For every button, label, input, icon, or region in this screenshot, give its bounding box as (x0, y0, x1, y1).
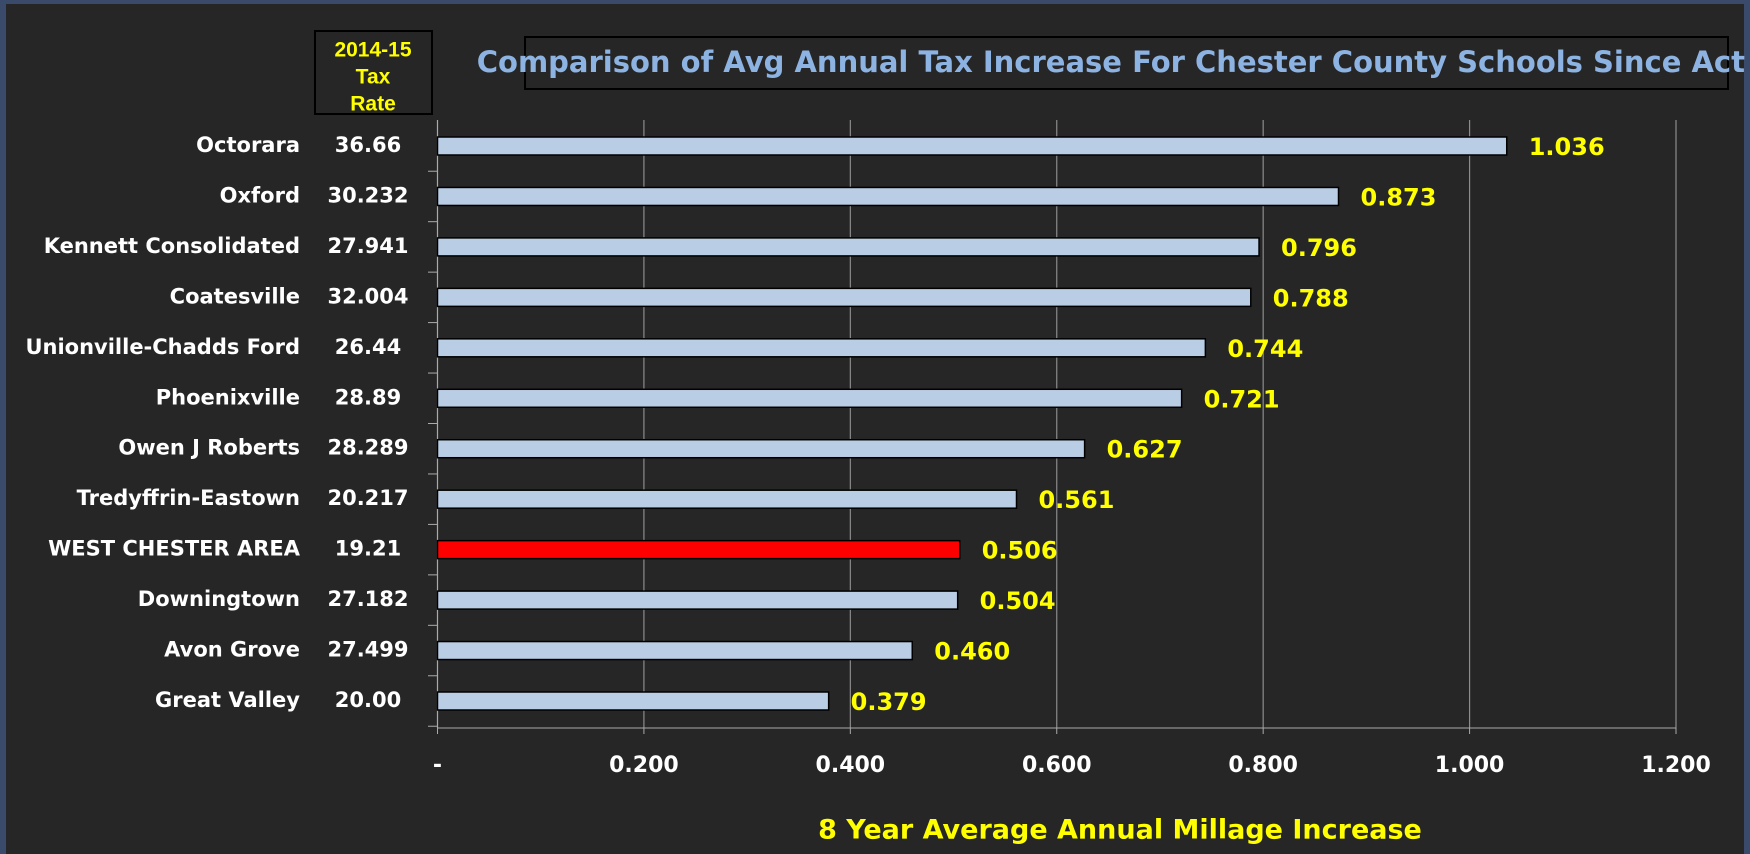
bar (436, 539, 961, 560)
background (6, 4, 1744, 854)
category-label: Avon Grove (164, 638, 300, 662)
bar (436, 186, 1340, 207)
value-label: 1.036 (1529, 133, 1605, 161)
tax-rate: 30.232 (327, 183, 408, 207)
value-label: 0.506 (982, 537, 1058, 565)
tax-rate: 20.217 (327, 486, 408, 510)
category-label: Great Valley (155, 688, 300, 712)
category-label: Owen J Roberts (118, 436, 300, 460)
x-tick-label: 0.200 (609, 753, 679, 778)
tax-rate: 27.499 (327, 638, 408, 662)
bar (436, 287, 1252, 308)
x-tick-label: 1.200 (1641, 753, 1711, 778)
x-tick-label: 0.400 (816, 753, 886, 778)
x-tick-label: 1.000 (1435, 753, 1505, 778)
x-axis-title: 8 Year Average Annual Millage Increase (818, 815, 1422, 846)
value-label: 0.561 (1038, 486, 1114, 514)
category-label: Unionville-Chadds Ford (25, 335, 300, 359)
tax-rate: 36.66 (335, 133, 401, 157)
x-tick-label: 0.800 (1228, 753, 1298, 778)
chart-title: Comparison of Avg Annual Tax Increase Fo… (477, 45, 1750, 79)
bar (436, 489, 1018, 509)
tax-rate: 26.44 (335, 335, 401, 359)
header-box (314, 30, 433, 115)
tax-rate: 28.289 (327, 436, 408, 460)
category-label: Octorara (196, 133, 300, 157)
value-label: 0.504 (980, 587, 1056, 615)
bar (436, 136, 1508, 156)
tax-rate-header: Tax (356, 66, 391, 89)
value-label: 0.873 (1361, 183, 1437, 211)
bar (436, 338, 1207, 358)
category-label: Downingtown (138, 587, 300, 611)
tax-rate: 19.21 (335, 537, 401, 561)
tax-rate: 20.00 (335, 688, 401, 712)
value-label: 0.796 (1281, 234, 1357, 262)
category-label: WEST CHESTER AREA (48, 537, 301, 561)
tax-rate: 28.89 (335, 385, 401, 409)
x-tick-label: - (433, 753, 442, 778)
bar (436, 640, 914, 661)
tax-rate-header: Rate (350, 93, 396, 116)
bar (436, 590, 959, 610)
bar (436, 691, 830, 711)
category-label: Coatesville (170, 284, 300, 308)
tax-rate: 32.004 (327, 284, 408, 308)
value-label: 0.788 (1273, 284, 1349, 312)
tax-rate: 27.941 (327, 234, 408, 258)
bar (436, 237, 1260, 257)
bar (436, 438, 1086, 459)
bar (436, 388, 1183, 409)
value-label: 0.460 (934, 638, 1010, 666)
x-tick-label: 0.600 (1022, 753, 1092, 778)
category-label: Tredyffrin-Eastown (77, 486, 300, 510)
category-label: Oxford (220, 183, 300, 207)
tax-rate-header: 2014-15 (334, 39, 411, 62)
title-box (524, 36, 1729, 90)
category-label: Kennett Consolidated (44, 234, 300, 258)
value-label: 0.627 (1107, 436, 1183, 464)
category-label: Phoenixville (156, 385, 300, 409)
value-label: 0.721 (1204, 385, 1280, 413)
value-label: 0.744 (1227, 335, 1303, 363)
value-label: 0.379 (851, 688, 927, 716)
tax-rate: 27.182 (327, 587, 408, 611)
